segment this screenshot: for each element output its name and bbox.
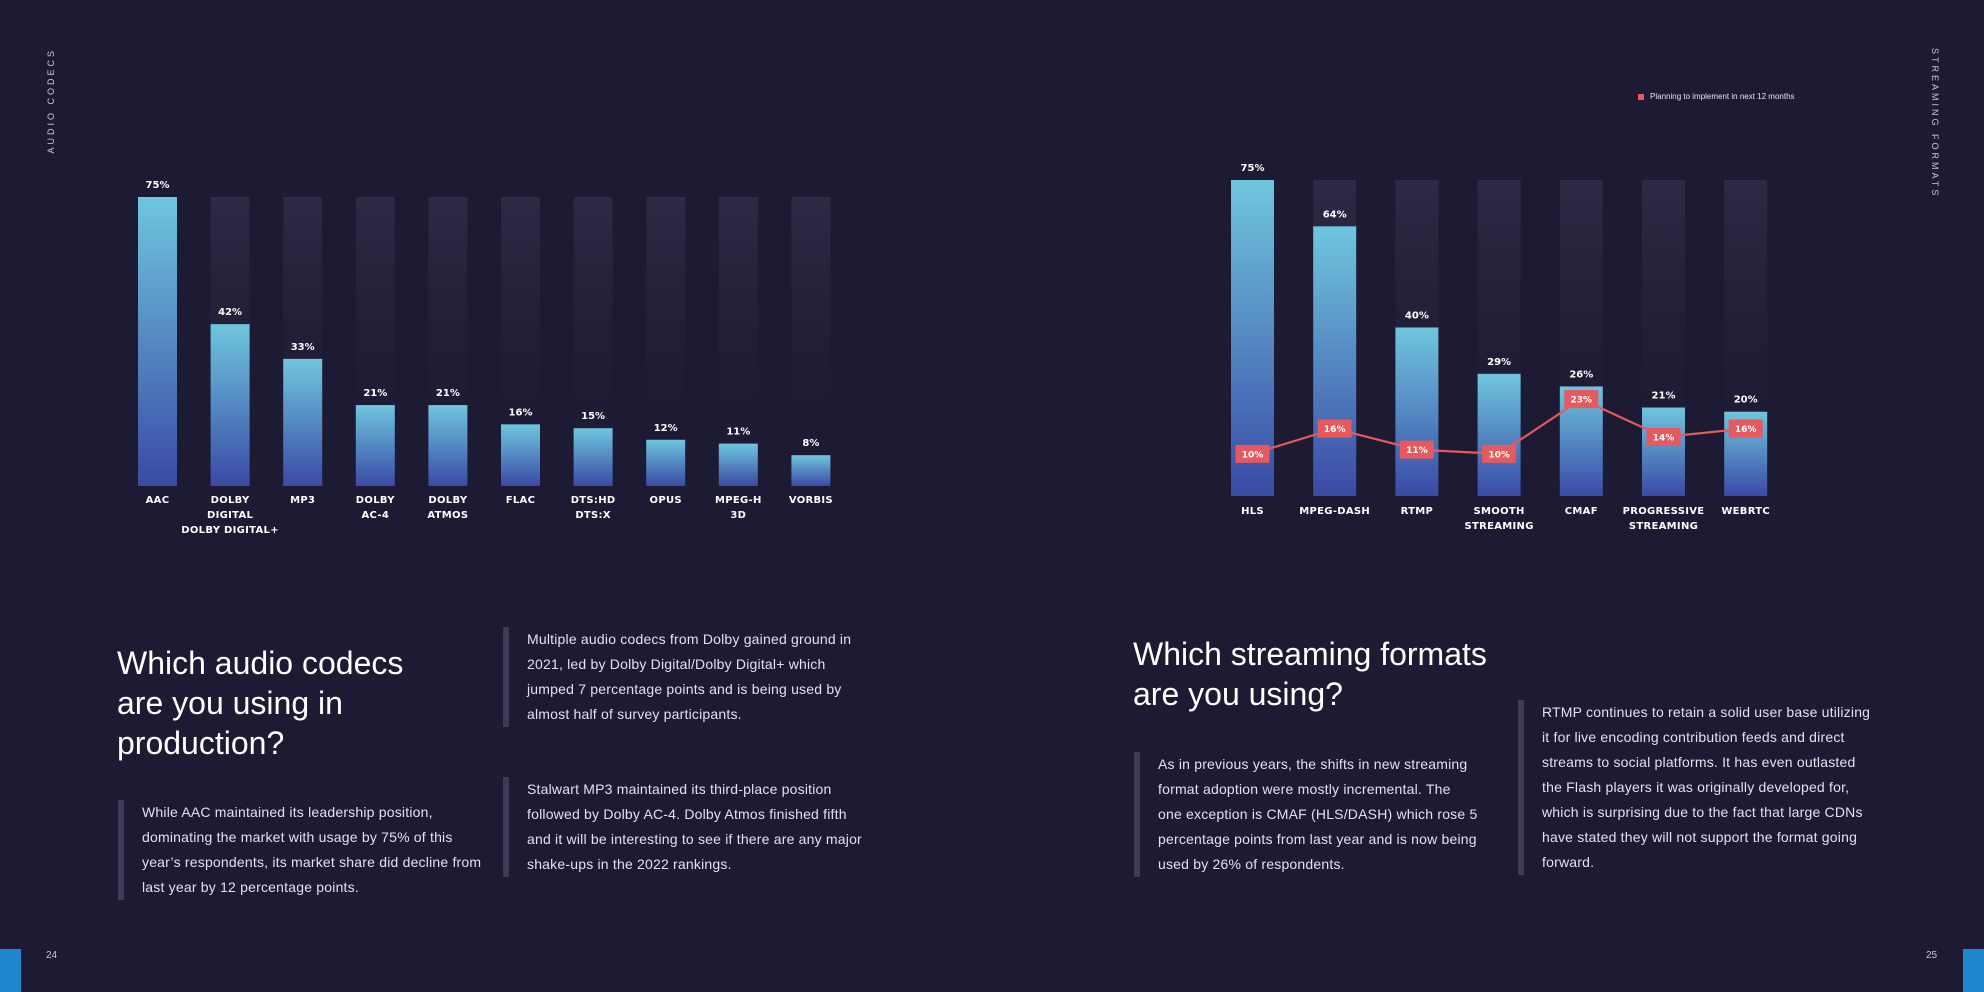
bar bbox=[646, 439, 686, 486]
bar bbox=[573, 428, 613, 486]
line-point-marker bbox=[1235, 444, 1270, 463]
line-point-marker bbox=[1728, 419, 1763, 438]
bar-value-label: 21% bbox=[1652, 391, 1676, 402]
bar bbox=[355, 405, 395, 486]
bar bbox=[138, 197, 177, 486]
bar-value-label: 21% bbox=[436, 388, 460, 399]
audio-codecs-question: Which audio codecs are you using in prod… bbox=[117, 645, 404, 761]
category-label: STREAMING bbox=[1629, 521, 1698, 532]
category-label: WEBRTC bbox=[1721, 506, 1770, 517]
bar-value-label: 8% bbox=[802, 438, 819, 449]
bar-track bbox=[718, 197, 758, 486]
line-point-label: 23% bbox=[1571, 396, 1593, 406]
audio-paragraph-1: While AAC maintained its leadership posi… bbox=[118, 800, 492, 900]
line-point-marker bbox=[1399, 440, 1434, 459]
category-label: DIGITAL bbox=[207, 510, 254, 521]
category-label: OPUS bbox=[650, 495, 682, 506]
line-point-label: 14% bbox=[1653, 434, 1675, 444]
page-number-left: 24 bbox=[46, 950, 58, 961]
bar bbox=[1642, 407, 1685, 496]
bar-value-label: 42% bbox=[218, 307, 242, 318]
category-label: AC-4 bbox=[361, 510, 389, 521]
category-label: DOLBY DIGITAL+ bbox=[181, 525, 279, 536]
legend-swatch-planning bbox=[1638, 93, 1644, 100]
bar-value-label: 16% bbox=[509, 407, 533, 418]
side-label-streaming-formats: STREAMING FORMATS bbox=[1930, 48, 1940, 199]
bar bbox=[428, 405, 468, 486]
category-label: DTS:HD bbox=[571, 495, 616, 506]
line-point-marker bbox=[1482, 444, 1517, 463]
streaming-paragraph-2: RTMP continues to retain a solid user ba… bbox=[1518, 700, 1872, 875]
category-label: CMAF bbox=[1565, 506, 1598, 517]
bar-value-label: 75% bbox=[146, 180, 170, 191]
category-label: VORBIS bbox=[789, 495, 833, 506]
line-point-marker bbox=[1317, 419, 1352, 438]
chart-legend: Planning to implement in next 12 months bbox=[1638, 92, 1795, 101]
bar-value-label: 26% bbox=[1569, 369, 1593, 380]
corner-tab-right bbox=[1963, 949, 1984, 992]
bar-value-label: 33% bbox=[291, 342, 315, 353]
page-number-right: 25 bbox=[1926, 950, 1938, 961]
line-point-label: 16% bbox=[1324, 425, 1346, 435]
audio-codecs-chart: 75% AAC 42% DOLBY DIGITAL DOLBY DIGITAL+ 33% MP… bbox=[138, 180, 833, 536]
streaming-formats-question: Which streaming formats are you using? bbox=[1133, 636, 1487, 712]
line-point-label: 11% bbox=[1406, 446, 1428, 456]
bar bbox=[1313, 226, 1357, 496]
category-label: DOLBY bbox=[211, 495, 250, 506]
category-label: FLAC bbox=[506, 495, 535, 506]
bar-value-label: 20% bbox=[1734, 395, 1758, 406]
bar-value-label: 64% bbox=[1323, 209, 1347, 220]
bar-track bbox=[646, 197, 686, 486]
category-label: SMOOTH bbox=[1474, 506, 1525, 517]
category-label: MP3 bbox=[290, 495, 315, 506]
legend-label-planning: Planning to implement in next 12 months bbox=[1650, 92, 1795, 101]
bar-value-label: 40% bbox=[1405, 310, 1429, 321]
category-label: 3D bbox=[730, 510, 746, 521]
streaming-paragraph-1: As in previous years, the shifts in new … bbox=[1134, 752, 1478, 877]
bar bbox=[210, 324, 250, 486]
bar-value-label: 75% bbox=[1241, 163, 1265, 174]
category-label: DOLBY bbox=[356, 495, 395, 506]
category-label: HLS bbox=[1241, 506, 1264, 517]
audio-paragraph-2: Multiple audio codecs from Dolby gained … bbox=[503, 627, 872, 727]
bar bbox=[718, 443, 758, 486]
corner-tab-left bbox=[0, 949, 21, 992]
bar bbox=[1395, 327, 1439, 496]
bar bbox=[501, 424, 540, 486]
line-point-label: 10% bbox=[1242, 450, 1264, 460]
bar bbox=[1477, 373, 1521, 496]
category-label: ATMOS bbox=[427, 510, 468, 521]
bar-value-label: 12% bbox=[654, 423, 678, 434]
category-label: PROGRESSIVE bbox=[1623, 506, 1705, 517]
category-label: AAC bbox=[146, 495, 170, 506]
bar bbox=[791, 455, 831, 486]
category-label: MPEG-DASH bbox=[1299, 506, 1370, 517]
category-label: RTMP bbox=[1401, 506, 1434, 517]
streaming-formats-chart: 75% HLS 64% MPEG-DASH 40% RTMP 29% SMOOTH STREAM… bbox=[1231, 163, 1770, 532]
line-point-label: 10% bbox=[1488, 450, 1510, 460]
bar-value-label: 11% bbox=[726, 427, 750, 438]
bar-track bbox=[791, 197, 831, 486]
line-point-label: 16% bbox=[1735, 425, 1757, 435]
line-point-marker bbox=[1646, 428, 1681, 447]
line-point-marker bbox=[1564, 390, 1599, 409]
category-label: DOLBY bbox=[428, 495, 467, 506]
charts-canvas: 75% AAC 42% DOLBY DIGITAL DOLBY DIGITAL+ 33% MP… bbox=[138, 163, 1770, 536]
bar bbox=[283, 358, 323, 486]
bar-value-label: 29% bbox=[1487, 357, 1511, 368]
category-label: DTS:X bbox=[575, 510, 611, 521]
category-label: MPEG-H bbox=[715, 495, 762, 506]
bar bbox=[1231, 180, 1274, 496]
bar-value-label: 21% bbox=[363, 388, 387, 399]
category-label: STREAMING bbox=[1464, 521, 1533, 532]
bar-value-label: 15% bbox=[581, 411, 605, 422]
audio-paragraph-3: Stalwart MP3 maintained its third-place … bbox=[503, 777, 872, 877]
